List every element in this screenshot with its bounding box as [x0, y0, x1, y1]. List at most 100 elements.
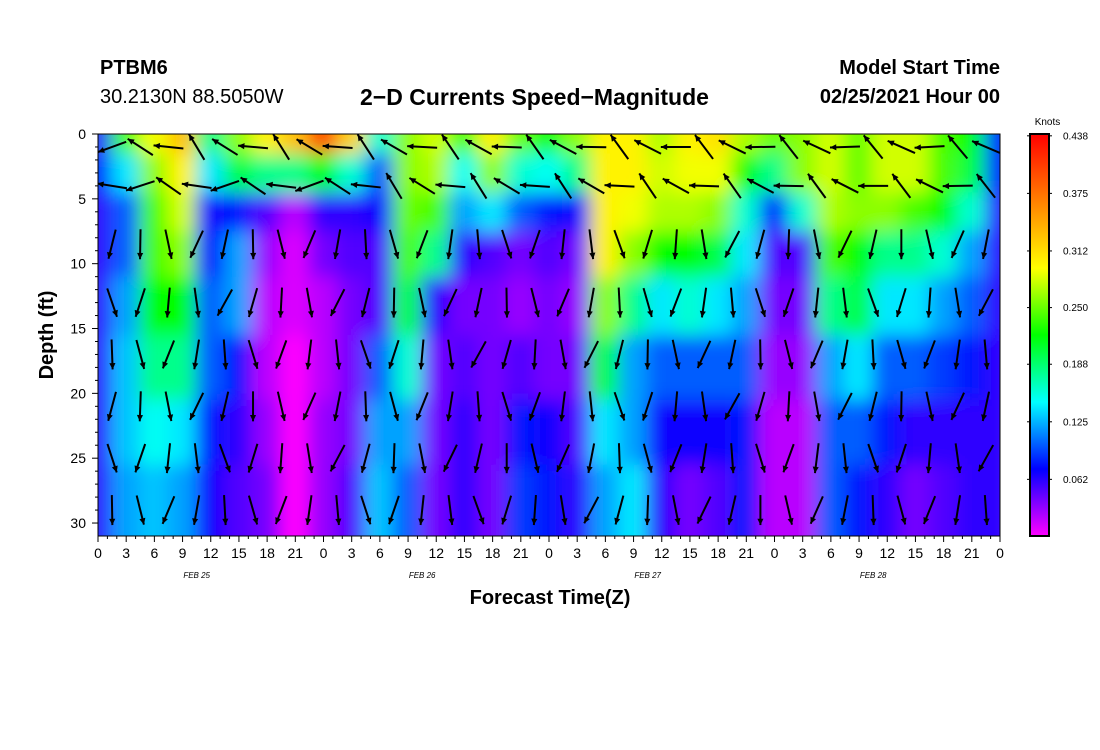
current-arrow: [360, 287, 371, 318]
current-arrow: [862, 134, 884, 160]
current-arrow: [164, 391, 174, 422]
heatmap-cell: [139, 192, 170, 233]
current-arrow: [672, 495, 681, 525]
current-arrow: [472, 495, 485, 525]
x-tick-label: 9: [179, 545, 187, 561]
y-tick-label: 15: [70, 321, 86, 337]
heatmap-cell: [646, 153, 677, 194]
heatmap-cell: [956, 335, 987, 401]
heatmap-cell: [223, 464, 255, 536]
heatmap-cell: [787, 231, 818, 278]
current-arrow: [671, 339, 681, 370]
current-arrow: [729, 443, 736, 474]
current-arrow: [137, 229, 144, 260]
current-arrow: [583, 340, 599, 369]
heatmap-cell: [449, 276, 480, 336]
current-arrow: [867, 288, 880, 318]
x-tick-label: 15: [457, 545, 473, 561]
current-arrow: [324, 176, 351, 195]
current-arrow: [418, 443, 427, 474]
current-arrow: [127, 137, 154, 156]
x-tick-label: 9: [855, 545, 863, 561]
x-tick-label: 3: [348, 545, 356, 561]
heatmap-cell: [139, 276, 170, 336]
heatmap-cell: [195, 134, 226, 155]
heatmap-cell: [111, 335, 142, 401]
current-arrow: [724, 392, 741, 420]
colorbar-tick-label: 0.312: [1063, 246, 1088, 257]
current-arrow: [302, 230, 317, 259]
current-arrow: [216, 288, 233, 317]
heatmap-cell: [364, 231, 395, 278]
heatmap-cell: [562, 399, 593, 466]
current-arrow: [135, 495, 146, 525]
heatmap-cell: [167, 153, 198, 194]
current-arrow: [953, 495, 962, 526]
current-arrow: [977, 288, 994, 317]
heatmap-cell: [646, 192, 677, 233]
x-tick-label: 9: [404, 545, 412, 561]
current-arrow: [306, 443, 314, 474]
heatmap-cell: [477, 192, 508, 233]
heatmap-cell: [336, 153, 367, 194]
y-tick-label: 30: [70, 515, 86, 531]
current-arrow: [445, 391, 454, 422]
heatmap-cell: [956, 192, 987, 233]
current-arrow: [222, 495, 229, 526]
current-arrow: [274, 495, 288, 525]
current-arrow: [155, 176, 182, 196]
heatmap-cell: [167, 192, 198, 233]
heatmap-cell: [449, 399, 480, 466]
current-arrow: [755, 391, 766, 422]
x-tick-label: 12: [428, 545, 444, 561]
current-arrow: [435, 182, 466, 189]
current-arrow: [363, 391, 370, 422]
current-arrow: [193, 287, 201, 318]
heatmap-cell: [928, 276, 959, 336]
current-arrow: [106, 391, 117, 422]
heatmap-cell: [984, 134, 1000, 155]
current-arrow: [277, 287, 284, 318]
current-arrow: [672, 391, 679, 422]
current-arrow: [642, 391, 654, 421]
current-arrow: [106, 443, 118, 473]
current-arrow: [443, 288, 458, 317]
heatmap-cell: [928, 192, 959, 233]
heatmap-cell: [392, 399, 424, 466]
current-arrow: [388, 339, 400, 370]
heatmap-cell: [590, 399, 621, 466]
heatmap-cell: [900, 231, 931, 278]
current-arrow: [971, 140, 1000, 154]
heatmap-cell: [111, 192, 142, 233]
current-arrow: [501, 229, 513, 259]
current-arrow: [559, 495, 568, 526]
x-tick-label: 18: [710, 545, 726, 561]
current-arrow: [915, 178, 944, 194]
current-arrow: [842, 287, 850, 318]
heatmap-cell: [477, 276, 508, 336]
current-arrow: [700, 229, 709, 260]
heatmap-cell: [759, 192, 790, 233]
heatmap-cell: [280, 276, 311, 336]
current-arrow: [388, 495, 400, 525]
x-tick-label: 12: [879, 545, 895, 561]
current-arrow: [418, 287, 427, 318]
heatmap-cell: [477, 231, 508, 278]
current-arrow: [415, 392, 429, 421]
colorbar-tick-label: 0.438: [1063, 131, 1088, 142]
current-arrow: [335, 339, 342, 370]
heatmap-cell: [392, 153, 424, 194]
heatmap-cell: [364, 134, 395, 155]
heatmap-cell: [562, 464, 593, 536]
current-arrow: [586, 287, 595, 318]
current-arrow: [531, 495, 538, 526]
heatmap-cell: [674, 192, 706, 233]
y-tick-label: 20: [70, 385, 86, 401]
heatmap-cell: [336, 192, 367, 233]
heatmap-cell: [336, 335, 367, 401]
heatmap-cell: [223, 153, 255, 194]
x-tick-label: 18: [936, 545, 952, 561]
heatmap-cell: [872, 276, 903, 336]
